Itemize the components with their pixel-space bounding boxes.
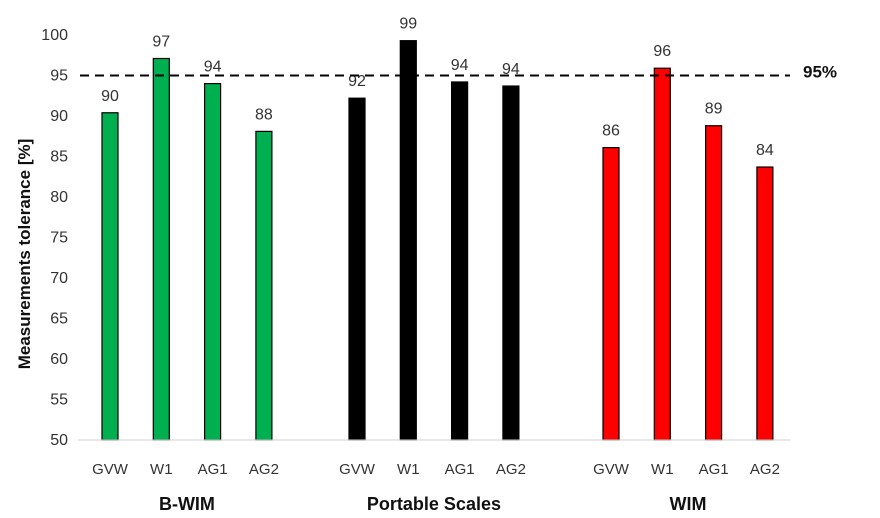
x-axis: GVW W1 AG1 AG2 B-WIM GVW W1 AG1 AG2 Portable Scal… [78, 439, 790, 514]
data-label: 97 [152, 33, 170, 50]
x-tick-label: AG1 [445, 461, 475, 478]
data-label: 90 [101, 88, 119, 105]
y-tick-label: 55 [50, 392, 68, 409]
bar [653, 67, 671, 441]
bar [451, 81, 469, 441]
bar [399, 40, 417, 441]
data-label: 89 [705, 101, 723, 118]
y-axis: 50 55 60 65 70 75 80 85 90 95 100 [41, 27, 68, 449]
data-label: 88 [255, 106, 273, 123]
y-tick-label: 85 [50, 149, 68, 166]
x-tick-label: GVW [339, 461, 376, 478]
reference-line-label: 95% [803, 63, 837, 82]
y-tick-label: 50 [50, 432, 68, 449]
y-tick-label: 90 [50, 108, 68, 125]
bar [204, 82, 222, 441]
y-tick-label: 95 [50, 68, 68, 85]
y-tick-label: 60 [50, 351, 68, 368]
y-tick-label: 100 [41, 27, 68, 44]
y-tick-label: 65 [50, 311, 68, 328]
group-label: B-WIM [159, 494, 215, 514]
data-label: 99 [399, 16, 417, 33]
reference-line-group: 95% [80, 63, 837, 82]
bars: 90 97 94 88 92 99 94 94 86 96 89 84 [101, 16, 774, 441]
x-tick-label: W1 [397, 461, 420, 478]
bar [255, 130, 273, 441]
data-label: 94 [204, 59, 222, 76]
data-label: 92 [348, 73, 366, 90]
x-tick-label: AG2 [496, 461, 526, 478]
bar [348, 97, 366, 441]
x-tick-label: AG2 [249, 461, 279, 478]
y-axis-label: Measurements tolerance [%] [15, 139, 34, 370]
data-label: 96 [653, 43, 671, 60]
x-tick-label: AG1 [699, 461, 729, 478]
bar [101, 112, 119, 441]
group-label: WIM [669, 494, 706, 514]
data-label: 94 [451, 57, 469, 74]
data-label: 94 [502, 61, 520, 78]
x-tick-label: W1 [651, 461, 674, 478]
y-tick-label: 80 [50, 189, 68, 206]
data-label: 86 [602, 123, 620, 140]
data-label: 84 [756, 142, 774, 159]
bar [756, 166, 774, 441]
bar [152, 57, 170, 441]
x-tick-label: AG1 [198, 461, 228, 478]
bar [502, 85, 520, 441]
y-tick-label: 75 [50, 230, 68, 247]
group-label: Portable Scales [367, 494, 501, 514]
x-tick-label: GVW [92, 461, 129, 478]
y-tick-label: 70 [50, 270, 68, 287]
x-tick-label: AG2 [750, 461, 780, 478]
x-tick-label: W1 [150, 461, 173, 478]
bar [602, 146, 620, 441]
bar [704, 125, 723, 441]
x-tick-label: GVW [593, 461, 630, 478]
